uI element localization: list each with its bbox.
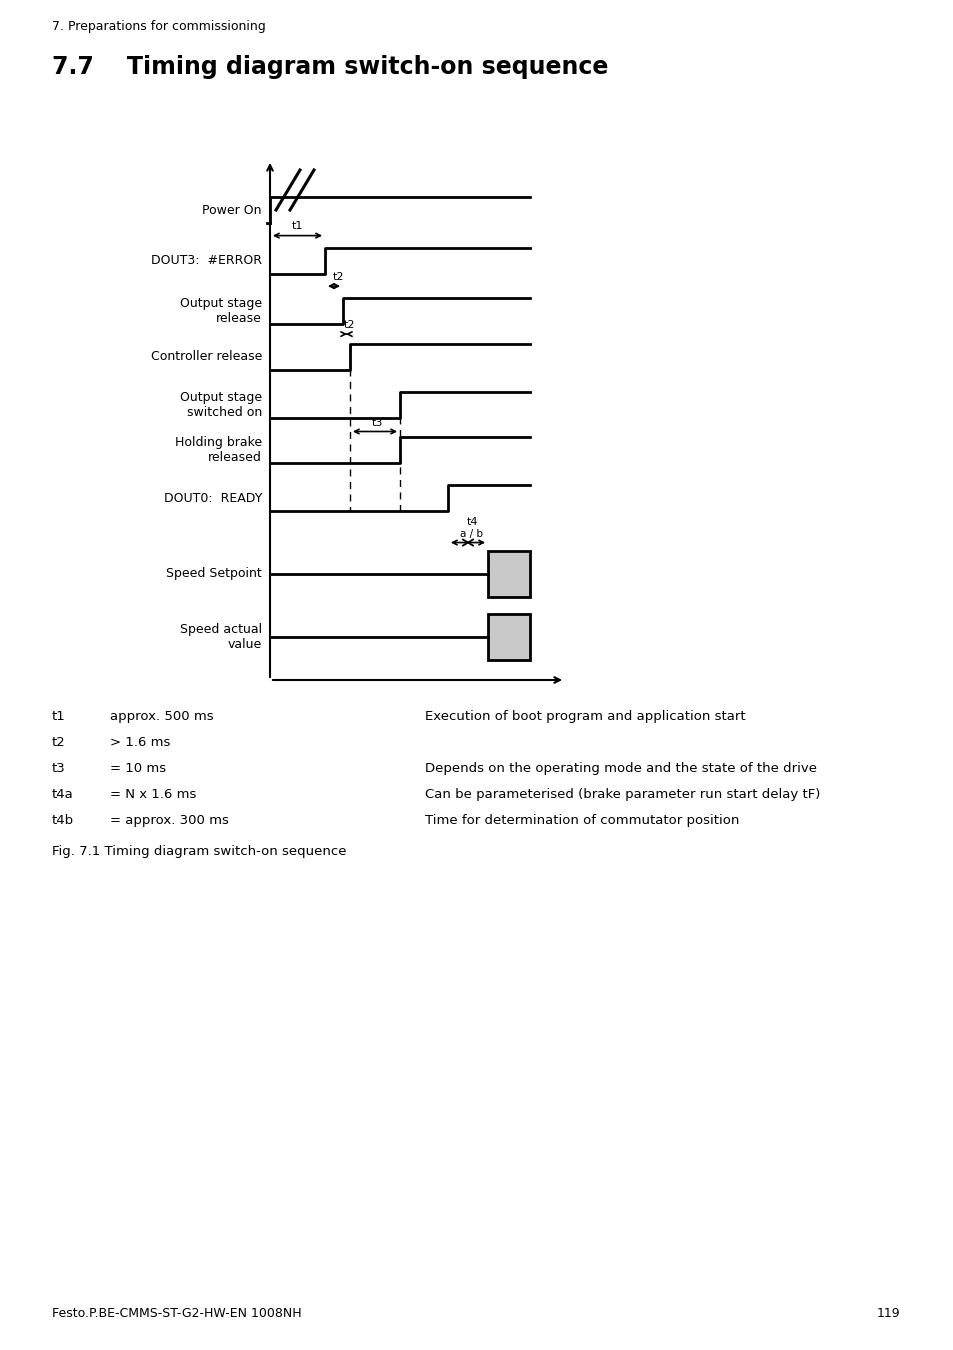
Text: DOUT3:  #ERROR: DOUT3: #ERROR [151, 254, 262, 267]
Text: Can be parameterised (brake parameter run start delay tF): Can be parameterised (brake parameter ru… [424, 788, 820, 801]
Text: t1: t1 [52, 710, 66, 724]
Text: > 1.6 ms: > 1.6 ms [110, 736, 171, 749]
Text: approx. 500 ms: approx. 500 ms [110, 710, 213, 724]
Text: Output stage
switched on: Output stage switched on [180, 390, 262, 418]
Text: t3: t3 [52, 761, 66, 775]
Text: DOUT0:  READY: DOUT0: READY [164, 491, 262, 505]
Text: Output stage
release: Output stage release [180, 297, 262, 325]
Text: t4b: t4b [52, 814, 74, 828]
Text: t4: t4 [466, 517, 477, 526]
Text: = approx. 300 ms: = approx. 300 ms [110, 814, 229, 828]
Bar [488, 551, 530, 597]
Text: Controller release: Controller release [151, 350, 262, 363]
Text: Time for determination of commutator position: Time for determination of commutator pos… [424, 814, 739, 828]
Text: Power On: Power On [202, 204, 262, 217]
Text: t3: t3 [371, 417, 382, 428]
Text: t4a: t4a [52, 788, 73, 801]
Text: t2: t2 [332, 273, 343, 282]
Text: t1: t1 [292, 220, 303, 231]
Text: t2: t2 [343, 320, 355, 329]
Text: Speed Setpoint: Speed Setpoint [166, 567, 262, 580]
Text: Holding brake
released: Holding brake released [174, 436, 262, 464]
Text: t2: t2 [52, 736, 66, 749]
Text: Fig. 7.1 Timing diagram switch-on sequence: Fig. 7.1 Timing diagram switch-on sequen… [52, 845, 346, 859]
Text: 119: 119 [876, 1307, 899, 1320]
Text: Execution of boot program and application start: Execution of boot program and applicatio… [424, 710, 745, 724]
Text: = 10 ms: = 10 ms [110, 761, 166, 775]
Text: Depends on the operating mode and the state of the drive: Depends on the operating mode and the st… [424, 761, 816, 775]
Text: Festo.P.BE-CMMS-ST-G2-HW-EN 1008NH: Festo.P.BE-CMMS-ST-G2-HW-EN 1008NH [52, 1307, 301, 1320]
Text: a / b: a / b [460, 529, 483, 539]
Text: 7.7    Timing diagram switch-on sequence: 7.7 Timing diagram switch-on sequence [52, 55, 608, 80]
Text: = N x 1.6 ms: = N x 1.6 ms [110, 788, 196, 801]
Text: 7. Preparations for commissioning: 7. Preparations for commissioning [52, 20, 266, 32]
Bar [488, 614, 530, 660]
Text: Speed actual
value: Speed actual value [180, 624, 262, 651]
